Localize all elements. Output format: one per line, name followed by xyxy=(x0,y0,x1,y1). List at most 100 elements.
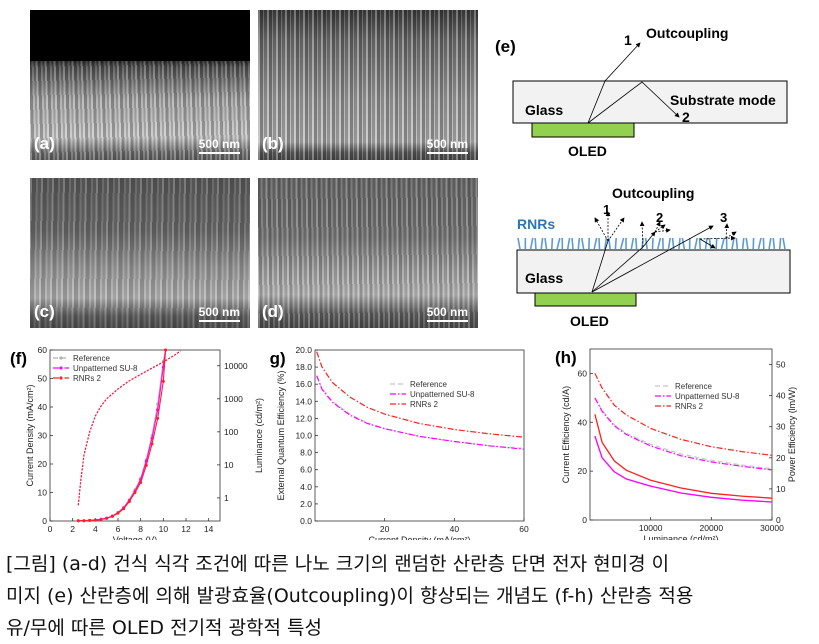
panel-label: (b) xyxy=(262,134,284,154)
x-axis-label: Voltage (V) xyxy=(113,535,158,540)
nanorod xyxy=(700,238,701,249)
legend-label: Unpatterned SU-8 xyxy=(675,392,740,401)
y-tick-label: 10.0 xyxy=(295,431,312,441)
power-efficiency-line xyxy=(595,414,772,498)
nanorod xyxy=(568,238,570,249)
ray-number: 1 xyxy=(624,32,632,48)
x-tick-label: 6 xyxy=(116,524,121,534)
data-point xyxy=(134,491,137,494)
nanorod xyxy=(535,238,536,249)
nanorod xyxy=(541,238,542,249)
nanorod xyxy=(732,238,734,249)
sem-image-b: (b) 500 nm xyxy=(258,10,478,160)
x-tick-label: 20 xyxy=(380,524,390,534)
x-axis-label: Luminance (cd/m²) xyxy=(643,534,718,540)
nanorod xyxy=(531,238,533,249)
plot-frame xyxy=(590,349,772,520)
data-point xyxy=(94,519,97,522)
outcoupling-diagram: (e) 1 Outcoupling Glass Substrate mode 2… xyxy=(490,10,810,330)
legend-label: RNRs 2 xyxy=(73,374,102,383)
nanorod xyxy=(557,238,560,249)
data-point xyxy=(117,512,120,515)
x-tick-label: 12 xyxy=(181,524,191,534)
sem-image-d: (d) 500 nm xyxy=(258,178,478,328)
nanorod xyxy=(636,238,637,249)
nanorod xyxy=(658,238,661,249)
rnrs-label: RNRs xyxy=(517,216,555,232)
y-tick-label: 40 xyxy=(578,417,588,427)
data-point xyxy=(105,517,108,520)
y2-tick-label: 10000 xyxy=(224,361,248,371)
x-tick-label: 20000 xyxy=(700,523,724,533)
y2-tick-label: 100 xyxy=(224,427,238,437)
x-tick-label: 8 xyxy=(138,524,143,534)
power-efficiency-line xyxy=(595,436,772,502)
nanorod xyxy=(679,238,680,249)
scale-bar-text: 500 nm xyxy=(427,137,468,151)
y-tick-label: 50 xyxy=(38,374,48,384)
nanorod xyxy=(582,238,584,249)
nanorod xyxy=(709,238,710,249)
legend-label: RNRs 2 xyxy=(675,402,704,411)
x-tick-label: 60 xyxy=(519,524,529,534)
sem-image-a: (a) 500 nm xyxy=(30,10,250,160)
caption-line: [그림] (a-d) 건식 식각 조건에 따른 나노 크기의 랜덤한 산란층 단… xyxy=(6,548,693,580)
y2-tick-label: 0 xyxy=(776,515,781,525)
legend-marker xyxy=(59,376,62,379)
nanorod xyxy=(653,238,654,249)
legend-label: Reference xyxy=(675,382,712,391)
data-point xyxy=(151,443,154,446)
nanorod xyxy=(780,238,781,249)
y2-tick-label: 50 xyxy=(776,360,786,370)
y2-tick-label: 1000 xyxy=(224,394,243,404)
nanorod xyxy=(759,238,762,249)
panel-label: (a) xyxy=(34,134,55,154)
panel-label: (e) xyxy=(495,37,516,56)
y2-tick-label: 1 xyxy=(224,493,229,503)
oled-layer xyxy=(532,123,634,137)
legend-marker xyxy=(59,356,62,359)
data-point xyxy=(128,500,131,503)
nanorod xyxy=(716,238,717,249)
nanorod xyxy=(736,238,737,249)
y-tick-label: 0 xyxy=(582,515,587,525)
y-axis-label: External Quantum Efficiency (%) xyxy=(276,371,286,501)
nanorod xyxy=(578,238,579,249)
caption-line: 미지 (e) 산란층에 의해 발광효율(Outcoupling)이 향상되는 개… xyxy=(6,580,693,612)
x-tick-label: 40 xyxy=(450,524,460,534)
nanorod xyxy=(615,238,616,249)
nanorod xyxy=(599,238,600,249)
glass-label: Glass xyxy=(525,270,563,286)
scale-bar: 500 nm xyxy=(427,305,468,322)
scale-bar: 500 nm xyxy=(199,305,240,322)
x-tick-label: 0 xyxy=(48,524,53,534)
scale-bar-text: 500 nm xyxy=(199,305,240,319)
data-point xyxy=(164,349,167,352)
nanorod xyxy=(773,238,774,249)
legend-label: RNRs 2 xyxy=(410,400,439,409)
y-axis-label: Current Efficiency (cd/A) xyxy=(561,386,571,483)
nanorod xyxy=(769,238,771,249)
panel-label: (f) xyxy=(10,349,27,368)
data-point xyxy=(145,464,148,467)
y-tick-label: 8.0 xyxy=(300,448,312,458)
x-axis-label: Current Density (mA/cm²) xyxy=(368,535,470,540)
y2-tick-label: 30 xyxy=(776,422,786,432)
rnrs-layer xyxy=(518,238,785,249)
scale-bar: 500 nm xyxy=(427,137,468,154)
nanorod xyxy=(572,238,573,249)
glass-label: Glass xyxy=(525,102,563,118)
x-tick-label: 2 xyxy=(70,524,75,534)
x-tick-label: 14 xyxy=(204,524,214,534)
scale-bar: 500 nm xyxy=(199,137,240,154)
legend-label: Unpatterned SU-8 xyxy=(73,364,138,373)
data-point xyxy=(83,519,86,522)
outcoupling-label: Outcoupling xyxy=(646,25,728,41)
nanorod xyxy=(621,238,624,249)
y-tick-label: 4.0 xyxy=(300,482,312,492)
y-tick-label: 30 xyxy=(38,431,48,441)
y2-tick-label: 10 xyxy=(776,484,786,494)
